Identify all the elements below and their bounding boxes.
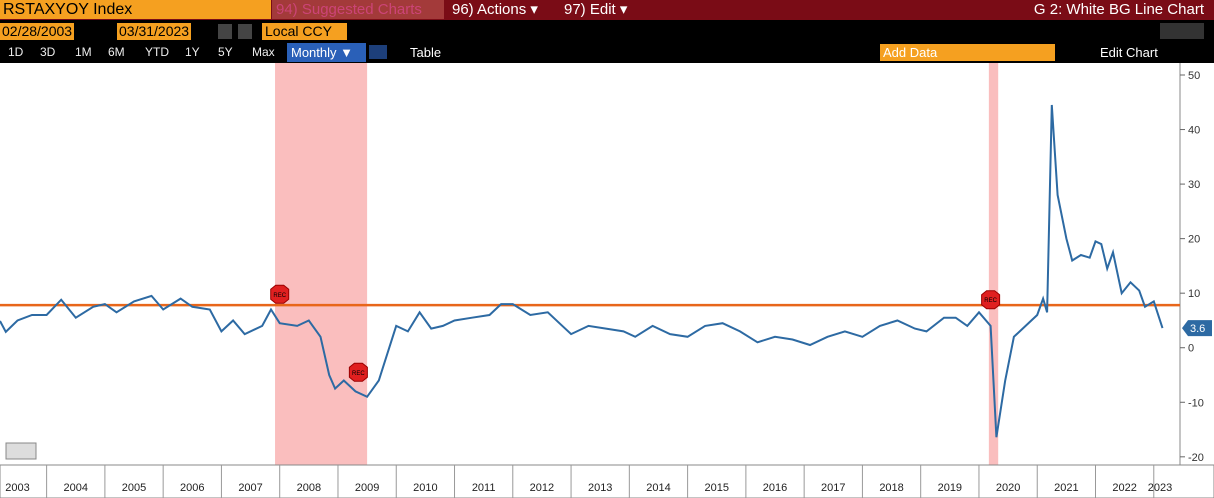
x-tick-label: 2003 <box>5 482 29 494</box>
suggested-charts[interactable]: 94) Suggested Charts <box>272 0 444 19</box>
y-tick-label: -10 <box>1188 397 1204 409</box>
x-tick-label: 2022 <box>1112 482 1136 494</box>
x-tick-label: 2006 <box>180 482 204 494</box>
marker-shape <box>981 290 1001 310</box>
x-tick-label: 2018 <box>879 482 903 494</box>
marker-shape <box>348 362 368 382</box>
x-tick-label: 2023 <box>1148 482 1172 494</box>
period-button[interactable]: 1M <box>75 45 92 59</box>
x-axis-band <box>0 464 1214 498</box>
chart-name: G 2: White BG Line Chart <box>1033 1 1204 18</box>
x-tick-label: 2015 <box>704 482 728 494</box>
x-tick-label: 2008 <box>297 482 321 494</box>
add-data[interactable]: Add Data <box>880 44 1055 61</box>
chart: -20 -10 0 10 20 30 40 50 2003 2004 2005 2006 2007 200… <box>0 63 1214 498</box>
x-tick-label: 2017 <box>821 482 845 494</box>
actions-menu[interactable]: 96) Actions ▾ <box>452 1 538 18</box>
x-tick-label: 2013 <box>588 482 612 494</box>
title-bar: RSTAXYOY Index 94) Suggested Charts 96) … <box>0 0 1214 20</box>
start-date[interactable]: 02/28/2003 <box>0 23 75 40</box>
recession-marker: REC <box>348 362 368 382</box>
x-tick-label: 2009 <box>355 482 379 494</box>
currency-field[interactable]: Local CCY <box>262 23 347 40</box>
date-bar: 02/28/2003 03/31/2023 Local CCY <box>0 20 1214 42</box>
y-tick-label: 50 <box>1188 70 1200 82</box>
last-value-label: 3.6 <box>1190 323 1205 335</box>
period-button[interactable]: 3D <box>40 45 56 59</box>
marker-label: REC <box>984 298 997 304</box>
x-tick-label: 2010 <box>413 482 437 494</box>
x-tick-label: 2016 <box>763 482 787 494</box>
recession-shade <box>988 63 999 465</box>
end-date[interactable]: 03/31/2023 <box>117 23 192 40</box>
marker-label: REC <box>273 293 286 299</box>
y-tick-label: 20 <box>1188 234 1200 246</box>
edit-menu[interactable]: 97) Edit ▾ <box>564 1 628 18</box>
marker-label: REC <box>352 371 365 377</box>
y-tick-label: -20 <box>1188 452 1204 464</box>
undo-redo[interactable] <box>1160 23 1204 39</box>
x-tick-label: 2004 <box>64 482 88 494</box>
period-button[interactable]: 1Y <box>185 45 200 59</box>
y-tick-label: 40 <box>1188 125 1200 137</box>
y-tick-label: 30 <box>1188 179 1200 191</box>
x-tick-label: 2019 <box>938 482 962 494</box>
prev-button[interactable] <box>218 24 232 39</box>
recession-shade <box>275 63 368 465</box>
x-tick-label: 2020 <box>996 482 1020 494</box>
next-button[interactable] <box>238 24 252 39</box>
ticker-field[interactable]: RSTAXYOY Index <box>0 0 271 19</box>
period-button[interactable]: YTD <box>145 45 169 59</box>
x-tick-label: 2021 <box>1054 482 1078 494</box>
x-tick-label: 2014 <box>646 482 670 494</box>
last-value-tag <box>1182 320 1212 337</box>
marker-shape <box>270 284 290 304</box>
frequency[interactable]: Monthly ▼ <box>287 43 366 62</box>
period-button[interactable]: 5Y <box>218 45 233 59</box>
recession-marker: REC <box>270 284 290 304</box>
period-button[interactable]: 6M <box>108 45 125 59</box>
period-button[interactable]: Max <box>252 45 275 59</box>
period-bar: Monthly ▼ Table Add Data Edit Chart 1D 3D… <box>0 42 1214 63</box>
x-tick-label: 2012 <box>530 482 554 494</box>
x-tick-label: 2011 <box>472 482 496 494</box>
data-line <box>0 104 1164 438</box>
x-tick-label: 2005 <box>122 482 146 494</box>
y-tick-label: 10 <box>1188 288 1200 300</box>
chart-menu-icon <box>5 442 37 460</box>
line-icon[interactable] <box>369 45 387 59</box>
y-tick-label: 0 <box>1188 343 1194 355</box>
table-button[interactable]: Table <box>410 45 442 60</box>
period-button[interactable]: 1D <box>8 45 24 59</box>
x-tick-label: 2007 <box>238 482 262 494</box>
recession-marker: REC <box>981 290 1001 310</box>
edit-chart[interactable]: Edit Chart <box>1100 45 1158 60</box>
